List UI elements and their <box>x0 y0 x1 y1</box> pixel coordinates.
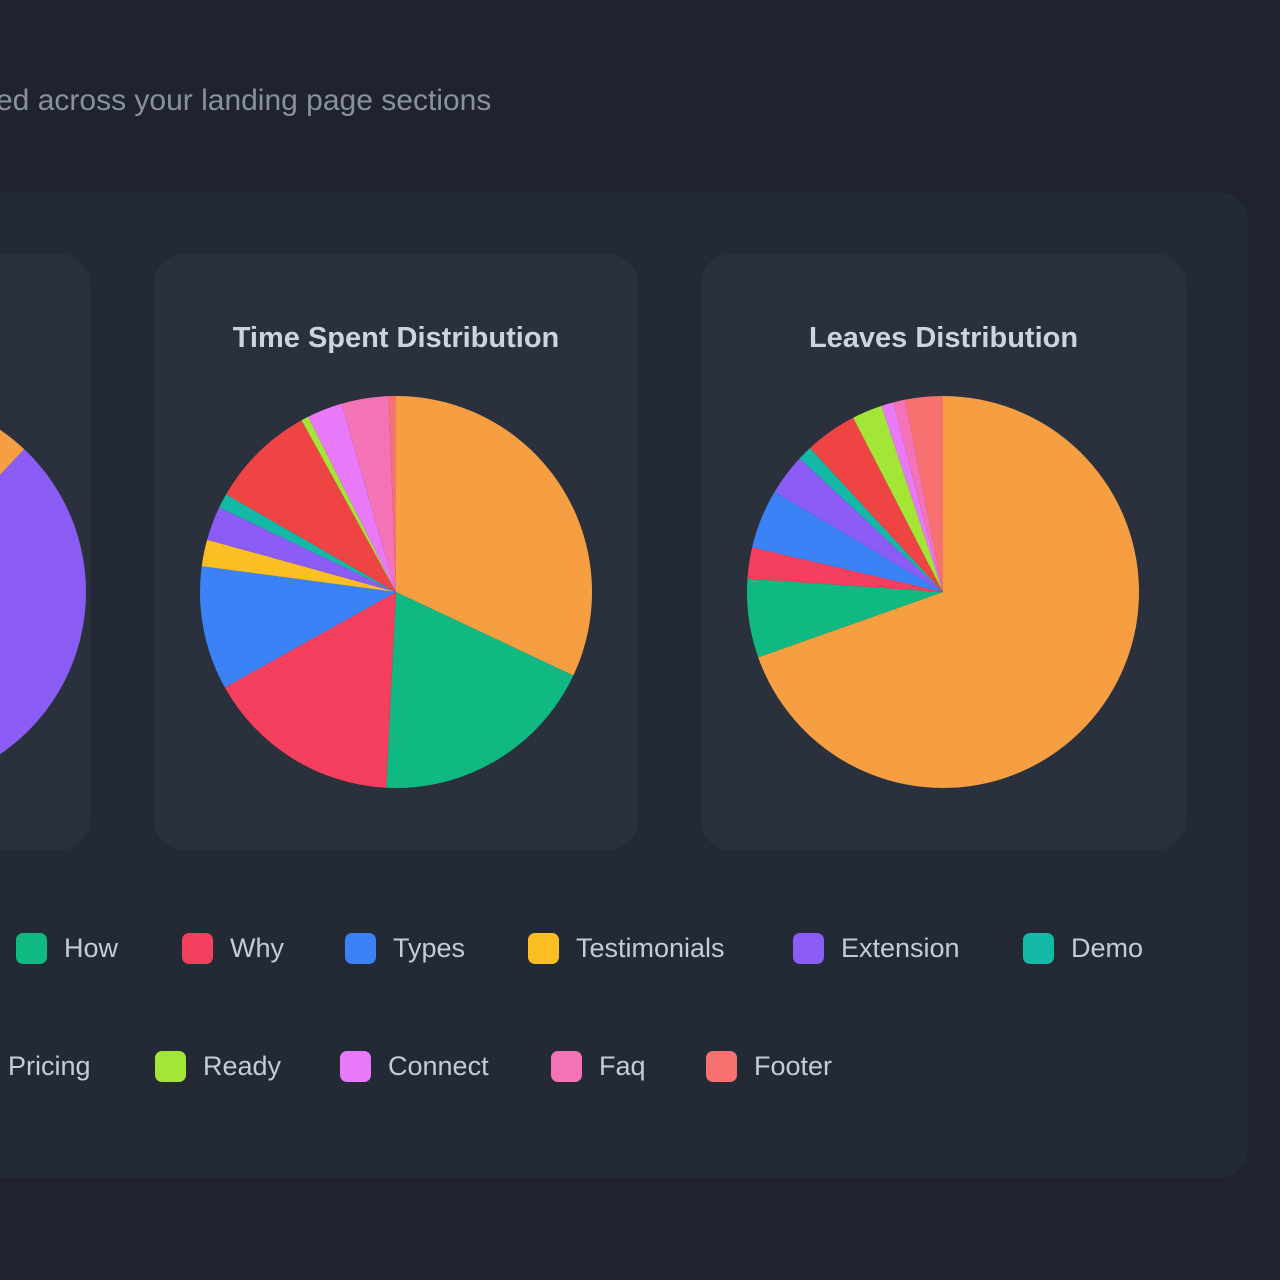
legend-label: Pricing <box>8 1050 91 1081</box>
pie-slice-footer[interactable] <box>905 396 943 592</box>
legend-label: How <box>64 932 119 963</box>
pie-slice-extension[interactable] <box>0 449 86 788</box>
legend-swatch <box>551 1050 582 1082</box>
pie-slice-extension[interactable] <box>207 507 396 592</box>
pie-slice-demo[interactable] <box>219 494 396 592</box>
pie-slice-pricing[interactable] <box>226 420 396 592</box>
legend-item-connect[interactable]: Connect <box>340 1049 489 1083</box>
pie-slice-connect[interactable] <box>881 402 943 592</box>
legend-swatch <box>340 1050 371 1082</box>
pie-slice-faq[interactable] <box>341 396 396 592</box>
legend-item-faq[interactable]: Faq <box>551 1049 646 1083</box>
legend-item-how[interactable]: How <box>16 931 118 965</box>
pie-slice-how[interactable] <box>746 578 943 658</box>
legend-label: Extension <box>841 932 960 963</box>
pie-slice-demo[interactable] <box>799 447 943 592</box>
legend-item-testimonials[interactable]: Testimonials <box>528 931 725 965</box>
legend-label: Connect <box>388 1050 489 1081</box>
legend-swatch <box>182 932 213 964</box>
pie-slice-ready[interactable] <box>853 405 943 592</box>
pie-chart-1 <box>0 396 86 788</box>
page-subtitle: ed across your landing page sections <box>0 84 492 117</box>
legend-item-why[interactable]: Why <box>182 931 284 965</box>
legend-item-demo[interactable]: Demo <box>1023 931 1143 965</box>
legend-label: Ready <box>203 1050 282 1081</box>
legend-item-extension[interactable]: Extension <box>793 931 960 965</box>
pie-slice-connect[interactable] <box>308 403 396 592</box>
legend-swatch <box>345 932 376 964</box>
legend-swatch <box>528 932 559 964</box>
pie-slice-types[interactable] <box>752 491 943 592</box>
legend-swatch <box>706 1050 737 1082</box>
pie-slice-why[interactable] <box>224 592 396 788</box>
legend-label: Footer <box>754 1050 833 1081</box>
legend-label: Faq <box>599 1050 646 1081</box>
pie-slice-footer[interactable] <box>388 396 396 592</box>
legend-item-footer[interactable]: Footer <box>706 1049 832 1083</box>
pie-chart-time-spent <box>199 396 593 788</box>
legend-item-types[interactable]: Types <box>345 931 465 965</box>
pie-slice-hero[interactable] <box>396 396 593 676</box>
legend-label: Testimonials <box>576 932 725 963</box>
legend-label: Why <box>230 932 284 963</box>
legend-swatch <box>793 932 824 964</box>
legend-label: Demo <box>1071 932 1144 963</box>
pie-slice-pricing[interactable] <box>810 417 943 592</box>
pie-slice-how[interactable] <box>386 592 574 788</box>
pie-slice-testimonials[interactable] <box>201 539 396 592</box>
pie-slice-hero[interactable] <box>0 396 25 629</box>
legend-item-pricing[interactable]: Pricing <box>0 1049 91 1083</box>
pie-slice-ready[interactable] <box>301 416 396 592</box>
legend-swatch <box>16 932 47 964</box>
pie-slice-hero[interactable] <box>758 396 1140 788</box>
legend-item-ready[interactable]: Ready <box>155 1049 281 1083</box>
pie-slice-types[interactable] <box>199 566 396 688</box>
pie-slice-extension[interactable] <box>774 458 943 592</box>
pie-chart-leaves <box>746 396 1140 788</box>
chart-card-1 <box>0 254 90 850</box>
legend-label: Types <box>393 932 466 963</box>
legend-swatch <box>1023 932 1054 964</box>
pie-slice-faq[interactable] <box>893 399 943 592</box>
chart-title: Leaves Distribution <box>808 322 1079 354</box>
chart-title: Time Spent Distribution <box>232 322 560 354</box>
chart-card-time-spent: Time Spent Distribution <box>154 254 638 850</box>
chart-card-leaves: Leaves Distribution <box>701 254 1186 850</box>
legend-swatch <box>155 1050 186 1082</box>
pie-slice-why[interactable] <box>747 547 943 592</box>
